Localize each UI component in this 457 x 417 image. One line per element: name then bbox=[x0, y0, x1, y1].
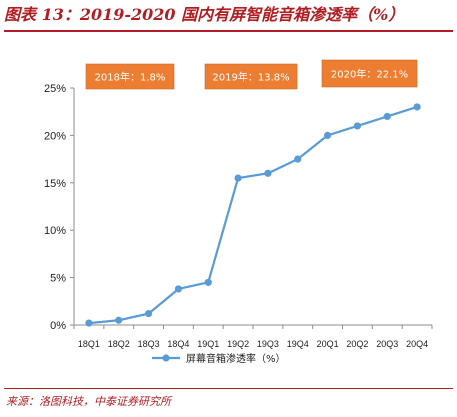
data-point bbox=[383, 112, 391, 121]
annotation-label: 2018年：1.8% bbox=[95, 71, 166, 84]
x-tick-label: 18Q3 bbox=[138, 339, 160, 349]
x-tick-label: 18Q2 bbox=[108, 339, 130, 349]
x-tick-label: 19Q3 bbox=[257, 339, 279, 349]
x-tick-label: 19Q1 bbox=[197, 339, 219, 349]
y-tick-label: 10% bbox=[44, 225, 66, 237]
title-divider bbox=[4, 30, 453, 32]
figure-title: 图表 13：2019-2020 国内有屏智能音箱渗透率（%） bbox=[4, 5, 405, 24]
data-point bbox=[323, 131, 332, 139]
y-tick-label: 20% bbox=[44, 130, 66, 142]
x-tick-label: 20Q1 bbox=[317, 339, 339, 349]
y-tick-label: 0% bbox=[50, 320, 66, 332]
data-point bbox=[353, 122, 362, 130]
annotation-box bbox=[85, 63, 175, 90]
source-note: 来源：洛图科技，中泰证券研究所 bbox=[6, 395, 171, 408]
series-line bbox=[88, 105, 418, 325]
annotation-box bbox=[321, 59, 418, 88]
x-tick-label: 18Q1 bbox=[78, 339, 100, 349]
x-tick-label: 19Q4 bbox=[287, 339, 309, 349]
data-point bbox=[294, 155, 302, 163]
data-point bbox=[144, 310, 153, 318]
annotation-label: 2019年：13.8% bbox=[212, 71, 289, 84]
data-point bbox=[264, 169, 272, 177]
data-point bbox=[234, 174, 242, 182]
data-point bbox=[413, 103, 421, 111]
annotation-label: 2020年：22.1% bbox=[331, 68, 408, 81]
legend-marker bbox=[162, 354, 170, 362]
data-point bbox=[85, 319, 93, 327]
y-tick-label: 15% bbox=[44, 178, 66, 190]
data-point bbox=[204, 278, 212, 286]
y-tick-label: 25% bbox=[44, 83, 66, 95]
source-divider bbox=[4, 388, 453, 389]
legend-label: 屏幕音箱渗透率（%） bbox=[186, 352, 286, 365]
x-tick-label: 18Q4 bbox=[167, 339, 189, 349]
annotation-box bbox=[204, 63, 298, 90]
x-tick-label: 20Q3 bbox=[376, 339, 398, 349]
data-point bbox=[174, 285, 183, 293]
x-tick-label: 19Q2 bbox=[227, 339, 249, 349]
x-tick-label: 20Q4 bbox=[406, 339, 428, 349]
y-tick-label: 5% bbox=[50, 273, 66, 285]
data-point bbox=[115, 316, 123, 324]
x-tick-label: 20Q2 bbox=[346, 339, 368, 349]
